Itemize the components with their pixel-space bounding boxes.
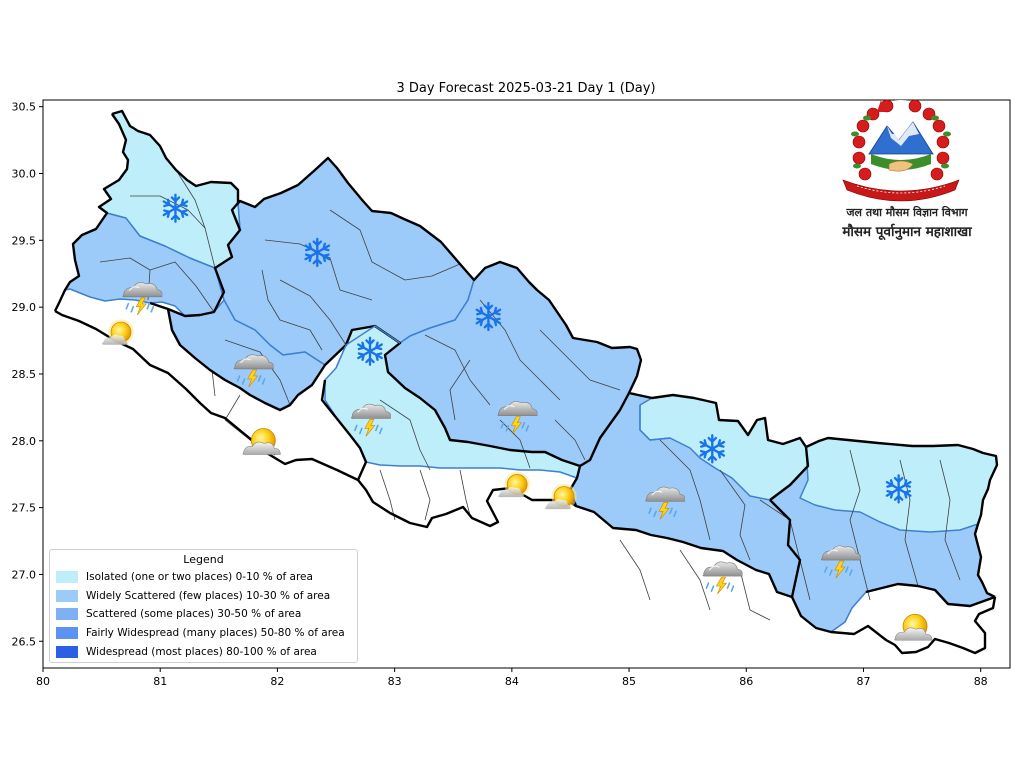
y-tick-label: 30.0 — [12, 168, 37, 181]
office-name: जल तथा मौसम विज्ञान विभाग मौसम पूर्वानुम… — [812, 205, 1002, 240]
legend-item: Fairly Widespread (many places) 50-80 % … — [56, 624, 351, 643]
legend-label: Scattered (some places) 30-50 % of area — [86, 608, 302, 621]
legend-swatch — [56, 571, 78, 584]
legend-swatch — [56, 608, 78, 621]
x-tick-label: 84 — [505, 675, 519, 688]
x-axis: 80 81 82 83 84 85 86 87 88 — [36, 668, 988, 688]
y-tick-label: 27.0 — [12, 568, 37, 581]
region-highlight-edges — [335, 325, 671, 441]
y-tick-label: 28.5 — [12, 368, 37, 381]
x-tick-label: 82 — [270, 675, 284, 688]
x-tick-label: 86 — [739, 675, 753, 688]
legend-item: Isolated (one or two places) 0-10 % of a… — [56, 568, 351, 587]
x-tick-label: 87 — [856, 675, 870, 688]
y-tick-label: 26.5 — [12, 635, 37, 648]
y-tick-label: 28.0 — [12, 435, 37, 448]
y-tick-label: 29.0 — [12, 301, 37, 314]
y-tick-label: 30.5 — [12, 101, 37, 114]
legend-item: Widely Scattered (few places) 10-30 % of… — [56, 587, 351, 606]
office-department: जल तथा मौसम विज्ञान विभाग — [846, 206, 968, 219]
legend-title: Legend — [183, 553, 224, 566]
x-tick-label: 83 — [388, 675, 402, 688]
legend-label: Isolated (one or two places) 0-10 % of a… — [86, 571, 313, 584]
y-tick-label: 29.5 — [12, 234, 37, 247]
office-division: मौसम पूर्वानुमान महाशाखा — [842, 224, 972, 240]
x-tick-label: 88 — [974, 675, 988, 688]
legend: Legend Isolated (one or two places) 0-10… — [49, 549, 358, 663]
legend-label: Widespread (most places) 80-100 % of are… — [86, 645, 317, 658]
legend-item: Scattered (some places) 30-50 % of area — [56, 605, 351, 624]
y-tick-label: 27.5 — [12, 502, 37, 515]
y-axis: 30.5 30.0 29.5 29.0 28.5 28.0 27.5 27.0 26.5 — [12, 101, 43, 648]
legend-swatch — [56, 589, 78, 602]
legend-swatch — [56, 627, 78, 640]
x-tick-label: 80 — [36, 675, 50, 688]
map-title: 3 Day Forecast 2025-03-21 Day 1 (Day) — [396, 81, 655, 96]
legend-swatch — [56, 645, 78, 658]
x-tick-label: 85 — [622, 675, 636, 688]
x-tick-label: 81 — [153, 675, 167, 688]
dhm-emblem — [842, 99, 960, 204]
nepal-map — [53, 109, 999, 655]
district-boundaries — [99, 169, 961, 621]
legend-label: Widely Scattered (few places) 10-30 % of… — [86, 589, 331, 602]
legend-label: Fairly Widespread (many places) 50-80 % … — [86, 627, 345, 640]
legend-item: Widespread (most places) 80-100 % of are… — [56, 642, 351, 661]
